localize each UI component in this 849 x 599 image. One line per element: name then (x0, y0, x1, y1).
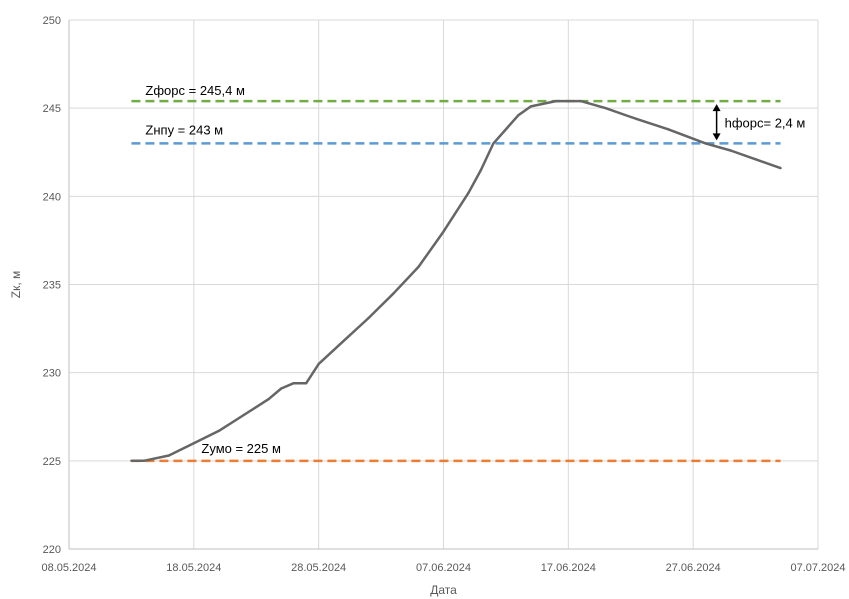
data-point (704, 142, 707, 145)
annotations: hфорс= 2,4 м (712, 104, 806, 141)
data-point (442, 230, 445, 233)
y-tick-label: 245 (43, 103, 61, 115)
x-tick-label: 17.06.2024 (541, 562, 596, 574)
x-tick-label: 07.06.2024 (416, 562, 471, 574)
reference-line-label: Zнпу = 243 м (145, 122, 223, 137)
grid-lines (68, 19, 819, 550)
x-tick-label: 28.05.2024 (291, 562, 346, 574)
data-point (192, 442, 196, 445)
y-axis-title: Zк, м (9, 271, 23, 299)
data-point (242, 413, 245, 417)
data-point (517, 114, 520, 117)
data-point (317, 362, 320, 366)
y-tick-label: 220 (43, 544, 61, 556)
reference-lines: Zфорс = 245,4 м Zнпу = 243 м Zумо = 225 м (131, 83, 781, 463)
data-point (304, 382, 308, 385)
data-point (492, 142, 495, 145)
data-point (392, 292, 395, 295)
annotation-label: hфорс= 2,4 м (725, 115, 806, 130)
data-point (280, 387, 283, 390)
x-tick-label: 07.07.2024 (790, 562, 845, 574)
data-point (729, 149, 732, 152)
y-tick-label: 240 (43, 191, 61, 203)
data-point (142, 459, 146, 463)
arrow-head-down (712, 133, 721, 141)
data-point (217, 429, 220, 433)
data-point (267, 397, 270, 401)
data-point (417, 265, 420, 269)
data-point (467, 191, 470, 195)
tick-labels: 220 225 230 235 240 245 250 08.05.2024 18.05.202… (41, 15, 845, 574)
data-point (754, 158, 757, 161)
reference-line-label: Zфорс = 245,4 м (145, 83, 245, 98)
data-point (529, 105, 533, 108)
axes (68, 20, 818, 550)
x-tick-label: 18.05.2024 (166, 562, 221, 574)
y-tick-label: 225 (43, 456, 61, 468)
data-point (367, 316, 370, 320)
data-point (554, 99, 558, 103)
data-point (167, 454, 171, 457)
data-point (479, 168, 483, 172)
x-axis-title: Дата (430, 583, 457, 597)
data-point (579, 99, 583, 103)
data-point (130, 459, 133, 463)
series-line (131, 99, 781, 463)
x-tick-label: 08.05.2024 (41, 562, 96, 574)
arrow-head-up (712, 104, 721, 112)
x-tick-label: 27.06.2024 (666, 562, 721, 574)
data-point (667, 128, 670, 131)
reference-line-label: Zумо = 225 м (201, 441, 281, 456)
data-point (779, 166, 782, 170)
data-point (292, 382, 295, 385)
y-tick-label: 235 (43, 280, 61, 292)
data-point (604, 106, 607, 110)
data-point (629, 115, 632, 119)
data-point (342, 339, 345, 343)
y-tick-label: 250 (43, 15, 61, 27)
y-tick-label: 230 (43, 368, 61, 380)
series-group (130, 99, 782, 463)
